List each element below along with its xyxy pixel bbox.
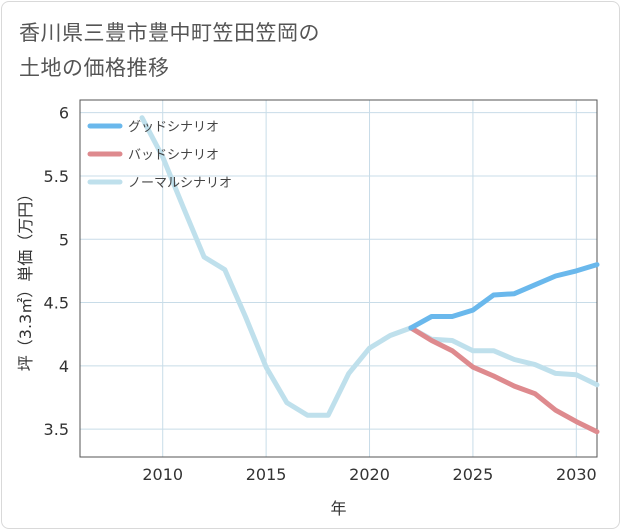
x-tick-label: 2010 (142, 465, 183, 484)
x-tick-label: 2025 (453, 465, 494, 484)
chart-title-line1: 香川県三豊市豊中町笠田笠岡の (19, 21, 320, 45)
x-tick-label: 2015 (246, 465, 287, 484)
legend-label-0: グッドシナリオ (128, 120, 219, 135)
series-line-0 (408, 262, 600, 331)
y-tick-label: 3.5 (44, 420, 69, 439)
plot-area-frame (79, 99, 598, 458)
grid-lines (80, 100, 597, 457)
chart-title-line2: 土地の価格推移 (19, 56, 170, 80)
y-tick-label: 4.5 (44, 294, 69, 313)
series-line-2 (139, 115, 600, 418)
x-axis-title: 年 (330, 499, 346, 518)
y-tick-label: 4 (59, 357, 69, 376)
series-line-1 (408, 325, 600, 435)
y-axis-ticks: 3.5 4 4.5 5 5.5 6 (44, 104, 69, 439)
x-tick-label: 2030 (556, 465, 597, 484)
y-tick-label: 5.5 (44, 167, 69, 186)
chart-title: 香川県三豊市豊中町笠田笠岡の 土地の価格推移 (19, 16, 320, 86)
series-layer (139, 115, 600, 435)
y-tick-label: 5 (59, 230, 69, 249)
x-axis-ticks: 2010 2015 2020 2025 2030 (142, 465, 596, 484)
legend-label-1: バッドシナリオ (128, 148, 219, 163)
legend-label-2: ノーマルシナリオ (128, 176, 232, 191)
y-axis-title: 坪（3.3㎡）単価（万円） (16, 186, 35, 371)
y-tick-label: 6 (59, 104, 69, 123)
x-tick-label: 2020 (349, 465, 390, 484)
